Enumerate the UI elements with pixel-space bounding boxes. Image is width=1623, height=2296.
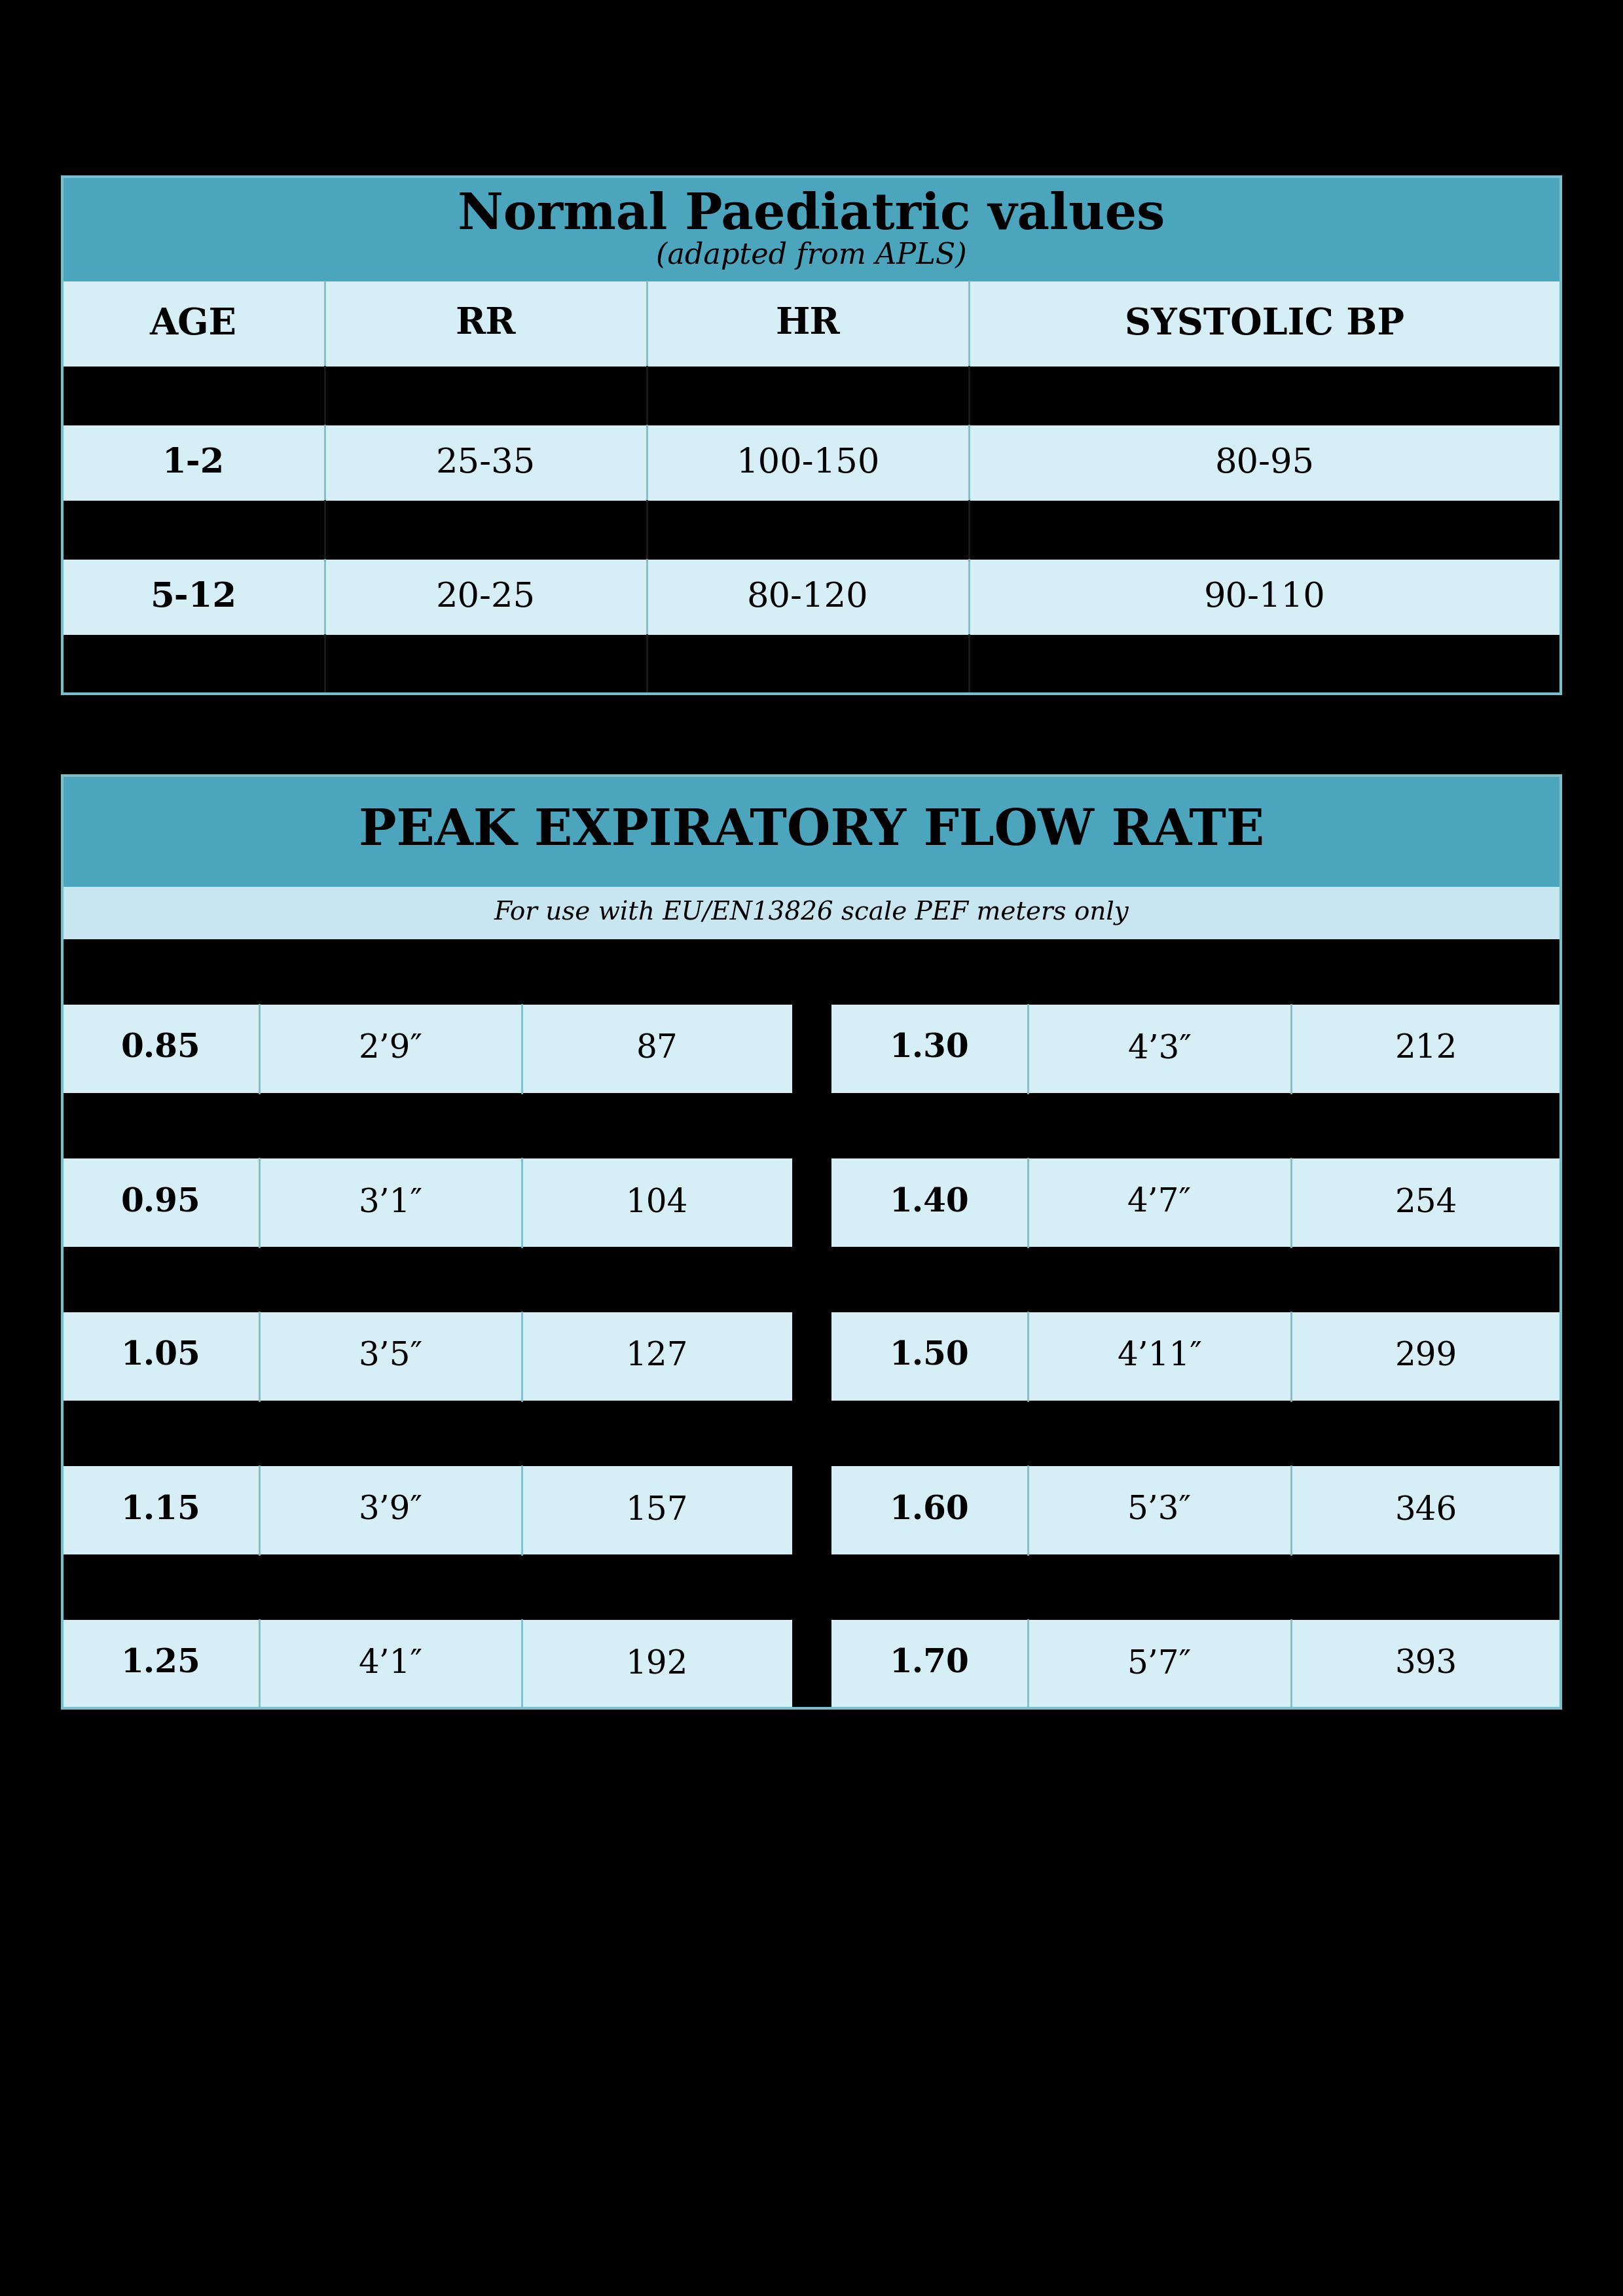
- Bar: [62, 425, 1561, 501]
- Text: 254: 254: [1394, 1187, 1457, 1219]
- Bar: [62, 1401, 1561, 1467]
- Bar: [831, 1621, 1561, 1708]
- Text: 157: 157: [625, 1495, 688, 1527]
- Bar: [62, 1093, 1561, 1159]
- Text: HR: HR: [776, 305, 841, 342]
- Text: 90-110: 90-110: [1204, 581, 1326, 613]
- Bar: [62, 1554, 1561, 1621]
- Text: 5-12: 5-12: [149, 581, 237, 613]
- Text: 212: 212: [1394, 1033, 1457, 1065]
- Bar: [831, 1006, 1561, 1093]
- Bar: [62, 636, 1561, 693]
- Text: 87: 87: [636, 1033, 678, 1065]
- Bar: [62, 1313, 792, 1401]
- Bar: [62, 776, 1561, 1708]
- Bar: [831, 1313, 1561, 1401]
- Text: 0.85: 0.85: [120, 1033, 201, 1065]
- Text: 5’3″: 5’3″: [1128, 1495, 1191, 1527]
- Text: 25-35: 25-35: [435, 445, 536, 480]
- Bar: [62, 177, 1561, 282]
- Text: 1.60: 1.60: [889, 1495, 969, 1527]
- Text: 3’9″: 3’9″: [359, 1495, 422, 1527]
- Text: For use with EU/EN13826 scale PEF meters only: For use with EU/EN13826 scale PEF meters…: [493, 900, 1130, 925]
- Text: 4’7″: 4’7″: [1128, 1187, 1191, 1219]
- Bar: [62, 886, 1561, 939]
- Bar: [62, 776, 1561, 886]
- Text: 1.30: 1.30: [889, 1033, 969, 1065]
- Bar: [62, 1247, 1561, 1313]
- Text: 104: 104: [625, 1187, 688, 1219]
- Text: 20-25: 20-25: [435, 581, 536, 613]
- Text: 1.25: 1.25: [120, 1649, 201, 1681]
- Bar: [62, 501, 1561, 560]
- Text: 192: 192: [625, 1649, 688, 1681]
- Text: SYSTOLIC BP: SYSTOLIC BP: [1125, 305, 1404, 342]
- Bar: [831, 1467, 1561, 1554]
- Text: 80-95: 80-95: [1216, 445, 1315, 480]
- Text: PEAK EXPIRATORY FLOW RATE: PEAK EXPIRATORY FLOW RATE: [359, 806, 1264, 856]
- Text: 2’9″: 2’9″: [359, 1033, 422, 1065]
- Text: 0.95: 0.95: [120, 1187, 201, 1219]
- Text: 4’3″: 4’3″: [1128, 1033, 1191, 1065]
- Text: 1.50: 1.50: [889, 1341, 969, 1373]
- Text: AGE: AGE: [149, 305, 237, 342]
- Text: (adapted from APLS): (adapted from APLS): [656, 241, 967, 269]
- Text: 3’5″: 3’5″: [359, 1341, 422, 1373]
- Bar: [831, 1159, 1561, 1247]
- Bar: [62, 1006, 792, 1093]
- Text: 3’1″: 3’1″: [359, 1187, 422, 1219]
- Bar: [62, 560, 1561, 636]
- Bar: [62, 1467, 792, 1554]
- Text: RR: RR: [456, 305, 516, 342]
- Text: 1.70: 1.70: [889, 1649, 969, 1681]
- Bar: [62, 1621, 792, 1708]
- Text: Normal Paediatric values: Normal Paediatric values: [458, 191, 1165, 239]
- Text: 4’11″: 4’11″: [1117, 1341, 1203, 1373]
- Bar: [62, 1159, 792, 1247]
- Text: 100-150: 100-150: [735, 445, 880, 480]
- Text: 1.05: 1.05: [120, 1341, 201, 1373]
- Text: 346: 346: [1394, 1495, 1457, 1527]
- Text: 127: 127: [625, 1341, 688, 1373]
- Text: 393: 393: [1394, 1649, 1457, 1681]
- Text: 1.40: 1.40: [889, 1187, 969, 1219]
- Text: 80-120: 80-120: [747, 581, 868, 613]
- Text: 1.15: 1.15: [120, 1495, 201, 1527]
- Text: 1-2: 1-2: [162, 445, 224, 480]
- Bar: [62, 367, 1561, 425]
- Bar: [62, 177, 1561, 693]
- Text: 299: 299: [1394, 1341, 1457, 1373]
- Text: 5’7″: 5’7″: [1128, 1649, 1191, 1681]
- Text: 4’1″: 4’1″: [359, 1649, 422, 1681]
- Bar: [62, 939, 1561, 1006]
- Bar: [62, 282, 1561, 367]
